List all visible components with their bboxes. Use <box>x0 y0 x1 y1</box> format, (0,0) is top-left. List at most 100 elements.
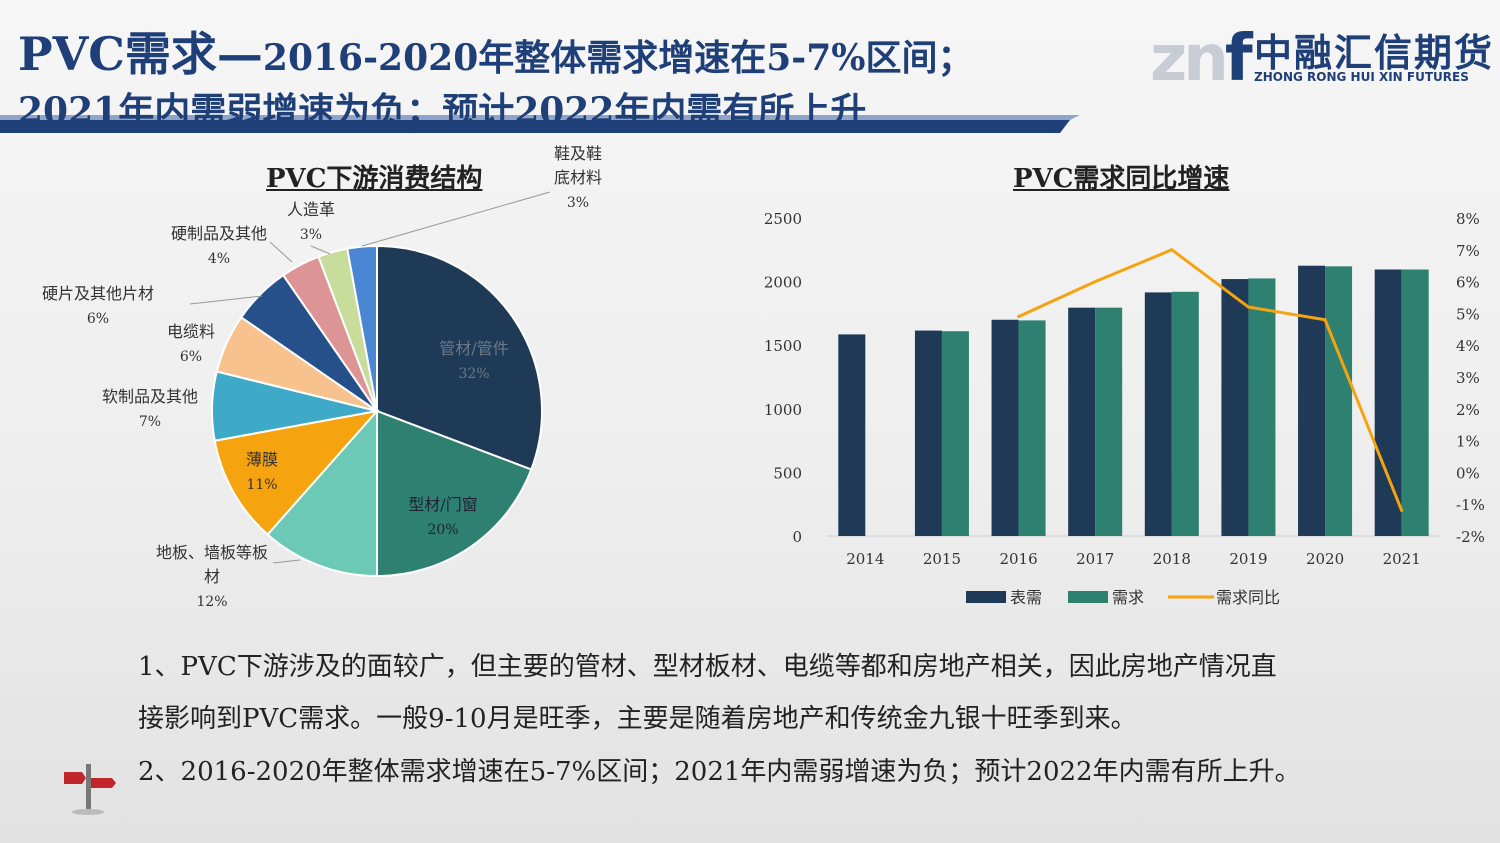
pie-slice-percent: 32% <box>458 366 489 382</box>
paragraph-2: 接影响到PVC需求。一般9-10月是旺季，主要是随着房地产和传统金九银十旺季到来… <box>138 704 1137 734</box>
pie-slice-percent: 4% <box>208 251 230 267</box>
bar-biaoxu <box>1298 265 1326 536</box>
x-tick-label: 2016 <box>999 550 1037 568</box>
y-right-tick-label: 7% <box>1456 242 1480 260</box>
x-tick-label: 2018 <box>1153 550 1191 568</box>
pie-slice-label: 地板、墙板等板 <box>156 543 268 562</box>
bar-xuqiu <box>1325 266 1353 536</box>
y-left-tick-label: 2500 <box>764 210 802 228</box>
x-tick-label: 2015 <box>923 550 961 568</box>
title-band: PVC需求—2016-2020年整体需求增速在5-7%区间； 2021年内需弱增… <box>0 0 1500 140</box>
y-right-tick-label: -2% <box>1456 528 1485 546</box>
page-title-main: PVC需求— <box>18 27 263 81</box>
x-tick-label: 2014 <box>846 550 884 568</box>
bar-xuqiu <box>1171 291 1199 536</box>
y-left-tick-label: 1500 <box>764 337 802 355</box>
y-left-tick-label: 2000 <box>764 274 802 292</box>
pie-slice-label: 软制品及其他 <box>102 387 198 406</box>
pie-slice-label: 薄膜 <box>246 450 278 469</box>
pie-slice-percent: 11% <box>246 477 277 493</box>
bar-biaoxu <box>1221 279 1249 536</box>
bar-xuqiu <box>1095 307 1123 536</box>
bar-biaoxu <box>1374 269 1402 536</box>
pie-slice-label: 底材料 <box>554 168 602 187</box>
page-title-line-1: PVC需求—2016-2020年整体需求增速在5-7%区间； <box>18 18 974 84</box>
legend-label: 需求 <box>1112 588 1144 607</box>
bar-biaoxu <box>1068 307 1096 536</box>
line-point <box>1017 315 1021 319</box>
page-title-line-2: 2021年内需弱增速为负；预计2022年内需有所上升 <box>18 90 867 132</box>
bar-xuqiu <box>1401 269 1429 536</box>
line-point <box>1323 318 1327 322</box>
line-point <box>1170 248 1174 252</box>
pie-slice <box>266 408 378 578</box>
y-left-tick-label: 0 <box>792 528 802 546</box>
bar-chart-title: PVC需求同比增速 <box>1013 164 1230 194</box>
pie-slice-percent: 3% <box>567 195 589 211</box>
pie-slice <box>376 409 533 578</box>
legend-label: 表需 <box>1010 588 1042 607</box>
title-underline-bar <box>0 115 1080 133</box>
line-point <box>1400 509 1404 513</box>
y-right-tick-label: 8% <box>1456 210 1480 228</box>
line-point <box>1246 305 1250 309</box>
pie-slice-percent: 7% <box>139 414 161 430</box>
signpost-icon <box>64 764 116 815</box>
pie-leader-line <box>310 245 331 255</box>
pie-slice-label: 硬制品及其他 <box>171 224 267 243</box>
pie-leader-line <box>189 295 263 305</box>
legend-label: 需求同比 <box>1216 588 1280 607</box>
bar-biaoxu <box>1144 292 1172 536</box>
pie-slice-percent: 20% <box>427 522 458 538</box>
x-tick-label: 2020 <box>1306 550 1344 568</box>
x-tick-label: 2017 <box>1076 550 1114 568</box>
y-right-tick-label: 3% <box>1456 369 1480 387</box>
y-left-tick-label: 500 <box>773 464 802 482</box>
bar-xuqiu <box>1018 320 1046 536</box>
y-left-tick-label: 1000 <box>764 401 802 419</box>
y-right-tick-label: -1% <box>1456 496 1485 514</box>
paragraph-3: 2、2016-2020年整体需求增速在5-7%区间；2021年内需弱增速为负；预… <box>138 757 1301 787</box>
legend-swatch <box>1068 591 1108 603</box>
pie-chart-title: PVC下游消费结构 <box>266 164 483 194</box>
bar-line-chart: 0 500 1000 1500 2000 2500 -2% -1% 0% 1% 2% 3% 4% 5% 6%… <box>764 210 1485 607</box>
pie-slice-label: 管材/管件 <box>439 339 508 358</box>
bar-xuqiu <box>1248 278 1276 536</box>
bar-biaoxu <box>838 334 866 536</box>
logo-cn: 中融汇信期货 <box>1254 31 1495 75</box>
company-logo: znf 中融汇信期货 ZHONG RONG HUI XIN FUTURES <box>1150 14 1492 96</box>
x-tick-label: 2021 <box>1383 550 1421 568</box>
y-right-tick-label: 4% <box>1456 337 1480 355</box>
y-right-tick-label: 1% <box>1456 433 1480 451</box>
line-point <box>1093 280 1097 284</box>
pie-slice <box>376 244 543 471</box>
pie-slice-label: 材 <box>204 567 220 586</box>
x-tick-label: 2019 <box>1229 550 1267 568</box>
pie-slice-label: 型材/门窗 <box>408 495 477 514</box>
y-right-tick-label: 5% <box>1456 305 1480 323</box>
y-right-tick-label: 6% <box>1456 274 1480 292</box>
pie-slice-label: 人造革 <box>287 200 335 219</box>
bar-biaoxu <box>914 330 942 536</box>
y-right-tick-label: 0% <box>1456 464 1480 482</box>
pie-leader-line <box>269 241 293 263</box>
logo-mark: znf <box>1150 22 1253 96</box>
line-xuqiu-tongbi <box>1017 248 1404 512</box>
bar-biaoxu <box>991 319 1019 536</box>
pie-slice-label: 鞋及鞋 <box>554 144 602 163</box>
paragraph-1: 1、PVC下游涉及的面较广，但主要的管材、型材板材、电缆等都和房地产相关，因此房… <box>138 652 1277 682</box>
legend-swatch <box>966 591 1006 603</box>
pie-slice <box>346 244 378 412</box>
pie-slice-percent: 3% <box>300 227 322 243</box>
pie-slice-percent: 6% <box>180 349 202 365</box>
pie-leader-line <box>361 191 551 247</box>
pie-slice-percent: 6% <box>87 311 109 327</box>
pie-slice-label: 硬片及其他片材 <box>42 284 154 303</box>
bar-xuqiu <box>941 331 969 536</box>
y-right-tick-label: 2% <box>1456 401 1480 419</box>
pie-slice-percent: 12% <box>196 594 227 610</box>
page-title-rest: 2016-2020年整体需求增速在5-7%区间； <box>262 37 974 79</box>
pie-slice-label: 电缆料 <box>167 322 215 341</box>
pie-slice <box>213 409 380 536</box>
